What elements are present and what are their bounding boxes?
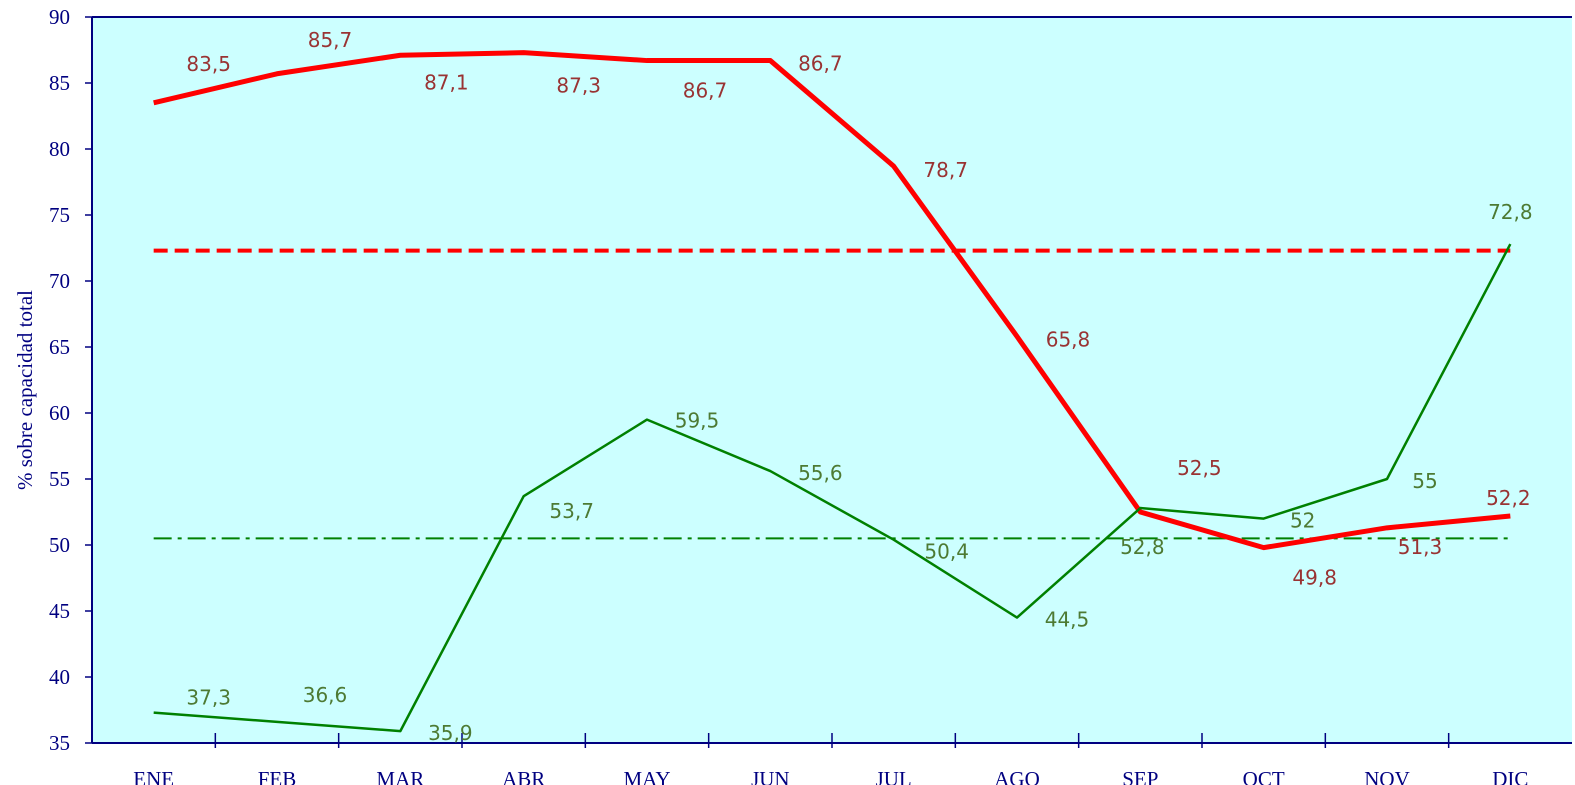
x-tick-label: JUL — [876, 767, 912, 785]
value-label: 72,8 — [1488, 200, 1533, 224]
y-tick-label: 50 — [49, 533, 70, 557]
x-tick-label: ABR — [502, 767, 545, 785]
value-label: 55,6 — [798, 461, 843, 485]
value-label: 37,3 — [186, 686, 231, 710]
value-label: 85,7 — [308, 28, 353, 52]
value-label: 83,5 — [186, 52, 231, 76]
value-label: 87,1 — [424, 70, 469, 94]
y-axis-label: % sobre capacidad total — [13, 290, 37, 490]
series-line — [153, 50, 1511, 551]
x-tick-label: OCT — [1243, 767, 1285, 785]
y-tick-label: 35 — [49, 731, 70, 755]
y-tick-label: 55 — [49, 467, 70, 491]
value-label: 36,6 — [303, 683, 348, 707]
y-tick-label: 80 — [49, 137, 70, 161]
x-tick-label: FEB — [258, 767, 297, 785]
x-tick-label: MAY — [623, 767, 670, 785]
y-tick-label: 90 — [49, 5, 70, 29]
value-label: 86,7 — [683, 79, 728, 103]
x-tick-label: MAR — [376, 767, 424, 785]
y-tick-label: 70 — [49, 269, 70, 293]
x-tick-label: NOV — [1364, 767, 1410, 785]
value-label: 52,8 — [1120, 535, 1165, 559]
value-label: 52 — [1290, 509, 1315, 533]
value-label: 49,8 — [1292, 566, 1337, 590]
y-tick-label: 40 — [49, 665, 70, 689]
x-tick-label: SEP — [1122, 767, 1158, 785]
value-label: 55 — [1412, 469, 1437, 493]
y-tick-label: 60 — [49, 401, 70, 425]
value-label: 78,7 — [923, 158, 968, 182]
x-tick-label: AGO — [994, 767, 1040, 785]
value-label: 53,7 — [549, 499, 594, 523]
value-label: 50,4 — [924, 540, 969, 564]
value-label: 65,8 — [1046, 327, 1091, 351]
value-label: 52,5 — [1177, 456, 1222, 480]
x-tick-label: DIC — [1492, 767, 1528, 785]
value-label: 51,3 — [1398, 535, 1443, 559]
value-label: 86,7 — [798, 52, 843, 76]
y-tick-label: 75 — [49, 203, 70, 227]
series-line — [153, 243, 1512, 733]
value-label: 52,2 — [1486, 486, 1531, 510]
y-tick-label: 85 — [49, 71, 70, 95]
value-label: 59,5 — [675, 409, 720, 433]
x-tick-label: ENE — [133, 767, 174, 785]
plot-area — [92, 17, 1572, 743]
value-label: 44,5 — [1045, 608, 1090, 632]
value-label: 87,3 — [556, 74, 601, 98]
y-tick-label: 65 — [49, 335, 70, 359]
value-label: 35,9 — [428, 721, 473, 745]
y-tick-label: 45 — [49, 599, 70, 623]
x-tick-label: JUN — [751, 767, 790, 785]
